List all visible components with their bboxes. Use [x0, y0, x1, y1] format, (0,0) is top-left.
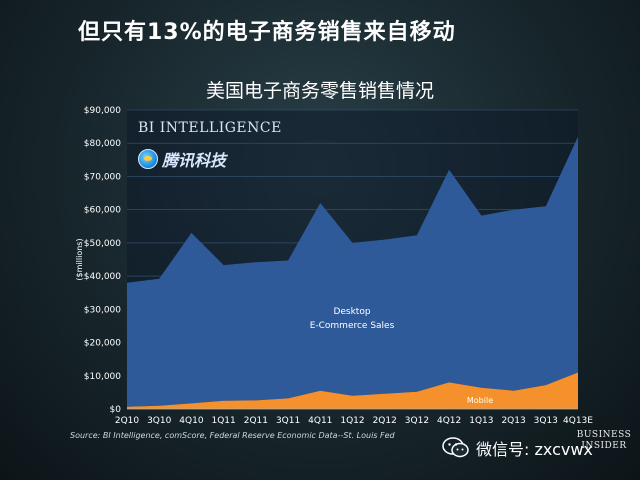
tencent-penguin-icon: [138, 149, 158, 169]
y-tick-label: $40,000: [84, 272, 121, 282]
y-tick-label: $0: [110, 405, 122, 415]
y-tick-label: $90,000: [84, 106, 121, 116]
x-tick-label: 2Q13: [501, 416, 525, 426]
x-tick-label: 3Q10: [147, 416, 172, 426]
x-tick-label: 4Q12: [437, 416, 461, 426]
desktop-series-label: Desktop: [333, 307, 370, 317]
x-tick-label: 2Q11: [244, 416, 268, 426]
mobile-area: [127, 372, 578, 409]
chart-title: 美国电子商务零售销售情况: [205, 80, 434, 102]
x-tick-label: 1Q12: [340, 416, 364, 426]
x-tick-label: 3Q13: [534, 416, 558, 426]
x-tick-label: 1Q11: [212, 416, 236, 426]
x-tick-label: 1Q13: [469, 416, 493, 426]
y-tick-label: $80,000: [84, 139, 121, 149]
x-tick-label: 3Q12: [405, 416, 429, 426]
y-tick-label: $60,000: [84, 206, 121, 216]
slide-title: 但只有13%的电子商务销售来自移动: [78, 20, 456, 45]
y-tick-label: $30,000: [84, 305, 121, 315]
business-insider-logo: BUSINESS INSIDER: [574, 430, 634, 452]
wechat-id-text: 微信号: zxcvwx: [476, 440, 593, 459]
tencent-logo: 腾讯科技: [138, 147, 226, 171]
y-tick-label: $70,000: [84, 172, 121, 182]
x-tick-label: 2Q12: [373, 416, 397, 426]
business-insider-line2: INSIDER: [581, 441, 627, 451]
y-tick-label: $50,000: [84, 239, 121, 249]
tencent-logo-text: 腾讯科技: [162, 151, 227, 170]
y-axis-label: ($millions): [75, 238, 84, 280]
desktop-area: [127, 136, 578, 407]
desktop-series-label-2: E-Commerce Sales: [310, 321, 395, 331]
x-tick-label: 4Q11: [308, 416, 332, 426]
business-insider-line1: BUSINESS: [576, 430, 632, 440]
y-tick-label: $10,000: [84, 372, 121, 382]
x-tick-label: 3Q11: [276, 416, 300, 426]
y-tick-label: $20,000: [84, 339, 121, 349]
wechat-watermark: 微信号: zxcvwx: [442, 436, 593, 460]
bi-intelligence-logo: BI INTELLIGENCE: [138, 120, 282, 136]
x-tick-label: 4Q13E: [563, 416, 593, 426]
x-tick-label: 2Q10: [115, 416, 140, 426]
source-note: Source: BI Intelligence, comScore, Feder…: [70, 431, 395, 440]
wechat-icon: [442, 437, 469, 458]
mobile-series-label: Mobile: [467, 396, 493, 405]
x-tick-label: 4Q10: [179, 416, 204, 426]
